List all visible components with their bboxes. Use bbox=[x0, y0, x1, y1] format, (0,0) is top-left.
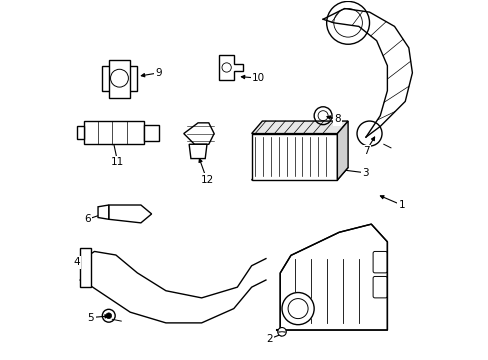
Polygon shape bbox=[102, 66, 137, 91]
Text: 12: 12 bbox=[200, 175, 213, 185]
Polygon shape bbox=[251, 167, 347, 180]
Text: 5: 5 bbox=[87, 312, 94, 323]
Polygon shape bbox=[80, 248, 91, 287]
Text: 4: 4 bbox=[73, 257, 80, 267]
Circle shape bbox=[277, 328, 285, 336]
Polygon shape bbox=[323, 9, 411, 137]
Text: 6: 6 bbox=[84, 214, 90, 224]
Polygon shape bbox=[144, 125, 159, 141]
Polygon shape bbox=[98, 205, 108, 219]
Polygon shape bbox=[337, 121, 347, 180]
Polygon shape bbox=[280, 224, 386, 330]
Polygon shape bbox=[189, 144, 206, 158]
Text: 3: 3 bbox=[362, 168, 368, 178]
Text: 1: 1 bbox=[398, 200, 404, 210]
Text: 7: 7 bbox=[362, 147, 368, 157]
Circle shape bbox=[106, 313, 111, 319]
Text: 2: 2 bbox=[265, 334, 272, 344]
Polygon shape bbox=[108, 205, 151, 223]
Polygon shape bbox=[251, 134, 337, 180]
Text: 9: 9 bbox=[155, 68, 162, 78]
Text: 10: 10 bbox=[252, 73, 265, 83]
Circle shape bbox=[282, 293, 313, 325]
Text: 8: 8 bbox=[333, 114, 340, 124]
Polygon shape bbox=[251, 121, 347, 134]
Text: 11: 11 bbox=[111, 157, 124, 167]
Polygon shape bbox=[183, 123, 214, 144]
Polygon shape bbox=[77, 126, 83, 139]
Polygon shape bbox=[83, 121, 144, 144]
Polygon shape bbox=[219, 55, 242, 80]
Polygon shape bbox=[108, 60, 130, 98]
Polygon shape bbox=[80, 251, 265, 323]
